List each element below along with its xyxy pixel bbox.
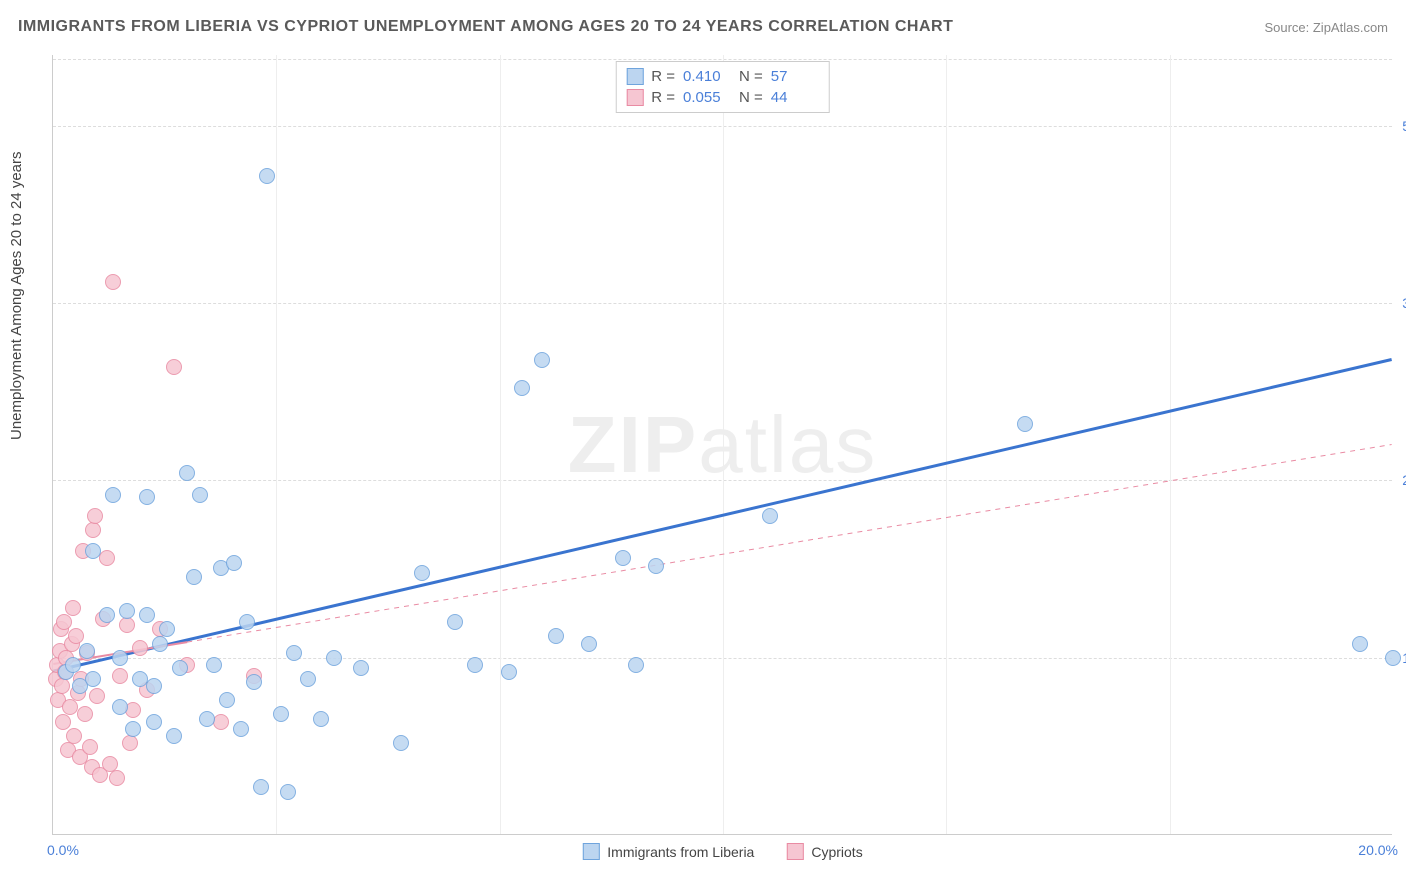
legend-label-b: Cypriots — [811, 844, 862, 860]
data-point — [253, 779, 269, 795]
data-point — [259, 168, 275, 184]
data-point — [1385, 650, 1401, 666]
n-label-b: N = — [739, 89, 763, 106]
data-point — [239, 614, 255, 630]
data-point — [139, 489, 155, 505]
data-point — [501, 664, 517, 680]
data-point — [246, 674, 262, 690]
data-point — [62, 699, 78, 715]
data-point — [628, 657, 644, 673]
data-point — [581, 636, 597, 652]
n-value-a: 57 — [771, 68, 819, 85]
data-point — [166, 728, 182, 744]
data-point — [89, 688, 105, 704]
data-point — [87, 508, 103, 524]
data-point — [172, 660, 188, 676]
data-point — [273, 706, 289, 722]
data-point — [132, 640, 148, 656]
data-point — [226, 555, 242, 571]
data-point — [146, 714, 162, 730]
legend-swatch-a — [582, 843, 599, 860]
data-point — [326, 650, 342, 666]
x-tick-label: 20.0% — [1358, 842, 1398, 858]
data-point — [119, 617, 135, 633]
r-label-b: R = — [651, 89, 675, 106]
data-point — [55, 714, 71, 730]
stats-row-series-a: R = 0.410 N = 57 — [626, 66, 819, 87]
legend-label-a: Immigrants from Liberia — [607, 844, 754, 860]
swatch-series-b — [626, 89, 643, 106]
data-point — [112, 668, 128, 684]
data-point — [179, 465, 195, 481]
data-point — [414, 565, 430, 581]
data-point — [65, 600, 81, 616]
stats-legend: R = 0.410 N = 57 R = 0.055 N = 44 — [615, 61, 830, 113]
data-point — [313, 711, 329, 727]
data-point — [105, 274, 121, 290]
data-point — [514, 380, 530, 396]
swatch-series-a — [626, 68, 643, 85]
data-point — [353, 660, 369, 676]
r-label-a: R = — [651, 68, 675, 85]
data-point — [286, 645, 302, 661]
data-point — [280, 784, 296, 800]
data-point — [219, 692, 235, 708]
data-point — [54, 678, 70, 694]
chart-title: IMMIGRANTS FROM LIBERIA VS CYPRIOT UNEMP… — [18, 18, 953, 36]
trend-lines — [53, 55, 1392, 834]
stats-row-series-b: R = 0.055 N = 44 — [626, 87, 819, 108]
data-point — [99, 607, 115, 623]
data-point — [66, 728, 82, 744]
r-value-b: 0.055 — [683, 89, 731, 106]
data-point — [122, 735, 138, 751]
data-point — [199, 711, 215, 727]
data-point — [68, 628, 84, 644]
data-point — [146, 678, 162, 694]
data-point — [112, 699, 128, 715]
data-point — [233, 721, 249, 737]
data-point — [186, 569, 202, 585]
data-point — [112, 650, 128, 666]
data-point — [393, 735, 409, 751]
data-point — [65, 657, 81, 673]
data-point — [85, 522, 101, 538]
chart-plot-area: ZIPatlas 12.5%25.0%37.5%50.0%0.0%20.0% R… — [52, 55, 1392, 835]
data-point — [82, 739, 98, 755]
y-axis-label: Unemployment Among Ages 20 to 24 years — [8, 151, 25, 440]
data-point — [762, 508, 778, 524]
data-point — [615, 550, 631, 566]
data-point — [548, 628, 564, 644]
data-point — [119, 603, 135, 619]
data-point — [77, 706, 93, 722]
bottom-legend: Immigrants from Liberia Cypriots — [582, 843, 862, 860]
data-point — [192, 487, 208, 503]
data-point — [648, 558, 664, 574]
data-point — [159, 621, 175, 637]
source-label: Source: ZipAtlas.com — [1264, 20, 1388, 35]
data-point — [139, 607, 155, 623]
n-value-b: 44 — [771, 89, 819, 106]
n-label-a: N = — [739, 68, 763, 85]
data-point — [447, 614, 463, 630]
data-point — [534, 352, 550, 368]
data-point — [206, 657, 222, 673]
r-value-a: 0.410 — [683, 68, 731, 85]
data-point — [85, 543, 101, 559]
legend-swatch-b — [786, 843, 803, 860]
data-point — [1017, 416, 1033, 432]
data-point — [79, 643, 95, 659]
data-point — [1352, 636, 1368, 652]
data-point — [152, 636, 168, 652]
data-point — [85, 671, 101, 687]
data-point — [125, 721, 141, 737]
x-tick-label: 0.0% — [47, 842, 79, 858]
data-point — [467, 657, 483, 673]
data-point — [105, 487, 121, 503]
data-point — [300, 671, 316, 687]
data-point — [56, 614, 72, 630]
data-point — [166, 359, 182, 375]
data-point — [109, 770, 125, 786]
